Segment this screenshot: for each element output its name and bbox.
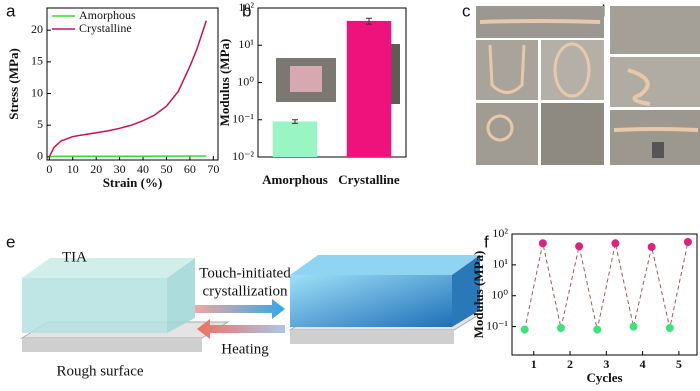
x-tick-label: 2 [567,357,573,371]
point [575,242,584,251]
point [629,322,638,331]
y-axis-label: Stress (MPa) [6,48,21,120]
legend-label: Amorphous [79,8,136,22]
y-tick-label: 10² [238,0,254,14]
plot-frame [46,7,219,161]
point [611,239,620,248]
diagram-label: Heating [221,341,269,357]
y-tick-label: 5 [37,117,43,131]
point [538,239,547,248]
point [683,238,692,247]
diagram-label: Touch-initiated [199,265,291,281]
y-tick-label: 10⁰ [237,74,254,88]
panel-label: e [6,232,15,251]
x-tick-label: Crystalline [338,172,400,187]
point [556,323,565,332]
point [593,325,602,334]
x-tick-label: 4 [640,357,646,371]
line [49,155,207,158]
x-tick-label: 70 [207,162,219,176]
y-tick-label: 20 [31,22,43,36]
panel-label: f [484,232,489,251]
diagram: TIA Touch-initiated crystallization Heat… [20,249,482,379]
x-tick-label: 0 [46,162,52,176]
photos [476,6,700,165]
y-tick-label: 10¹ [238,37,254,51]
y-tick-label: 10⁰ [491,287,508,301]
point [520,325,529,334]
line [48,20,208,158]
legend-label: Crystalline [79,21,132,35]
diagram-label: TIA [62,249,87,265]
x-tick-label: 5 [676,357,682,371]
diagram-label: crystallization [203,283,288,299]
error-bar [292,119,298,124]
point [647,242,656,251]
panel-label: a [6,1,16,20]
y-tick-label: 10¹ [492,257,508,271]
x-tick-label: 3 [603,357,609,371]
bar [272,121,318,157]
x-tick-label: 30 [114,162,126,176]
y-tick-label: 0 [37,149,43,163]
y-tick-label: 10⁻² [232,149,254,163]
y-tick-label: 10² [492,226,508,240]
y-axis-label: Modulus (MPa) [471,251,486,339]
y-tick-label: 10⁻¹ [486,318,508,332]
x-tick-label: 20 [90,162,102,176]
x-tick-label: 10 [67,162,79,176]
x-tick-label: 1 [531,357,537,371]
x-axis-label: Strain (%) [103,175,163,190]
bar [346,20,392,158]
y-axis-label: Modulus (MPa) [217,39,232,127]
error-bar [366,17,372,25]
y-tick-label: 10⁻¹ [232,112,254,126]
x-tick-label: 60 [184,162,196,176]
panel-label: c [462,1,471,20]
connector [524,241,689,330]
y-tick-label: 15 [31,54,43,68]
x-tick-label: 50 [160,162,172,176]
plot-frame [511,233,698,356]
y-tick-label: 10 [31,85,43,99]
diagram-label: Rough surface [56,363,143,379]
point [665,323,674,332]
panel-label: b [242,1,251,20]
x-tick-label: Amorphous [262,172,328,187]
x-axis-label: Cycles [586,370,622,385]
x-tick-label: 40 [137,162,149,176]
